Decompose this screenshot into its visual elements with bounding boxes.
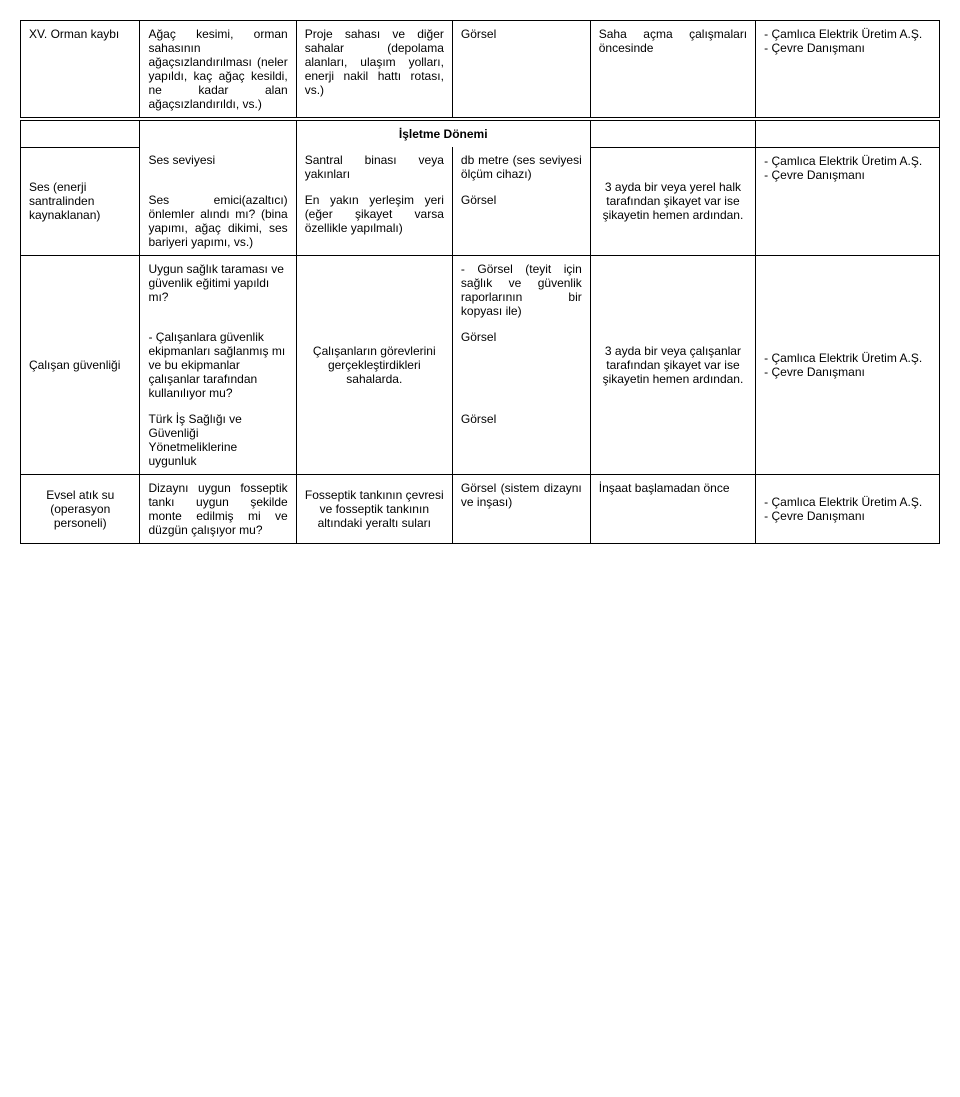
section-title: İşletme Dönemi [296,119,590,147]
cell-empty [140,119,296,147]
cell-freq: 3 ayda bir veya yerel halk tarafından şi… [590,147,755,256]
cell-freq: 3 ayda bir veya çalışanlar tarafından şi… [590,256,755,475]
table-row: Ses (enerji santralinden kaynaklanan) Se… [21,147,940,187]
cell-param: Uygun sağlık taraması ve güvenlik eğitim… [140,256,296,325]
cell-empty [590,119,755,147]
cell-param: Türk İş Sağlığı ve Güvenliği Yönetmelikl… [140,406,296,475]
cell-topic: XV. Orman kaybı [21,21,140,120]
cell-param: Ses seviyesi [140,147,296,187]
cell-param: - Çalışanlara güvenlik ekipmanları sağla… [140,324,296,406]
table-row: XV. Orman kaybı Ağaç kesimi, orman sahas… [21,21,940,120]
table-row: Çalışan güvenliği Uygun sağlık taraması … [21,256,940,325]
cell-freq: İnşaat başlamadan önce [590,475,755,544]
cell-method: Görsel [452,21,590,120]
cell-location: En yakın yerleşim yeri (eğer şikayet var… [296,187,452,256]
cell-topic: Evsel atık su (operasyon personeli) [21,475,140,544]
cell-method: Görsel (sistem dizaynı ve inşası) [452,475,590,544]
cell-resp: - Çamlıca Elektrik Üretim A.Ş. - Çevre D… [756,21,940,120]
cell-empty [756,119,940,147]
table-row: Evsel atık su (operasyon personeli) Diza… [21,475,940,544]
cell-method: - Görsel (teyit için sağlık ve güvenlik … [452,256,590,325]
cell-topic: Çalışan güvenliği [21,256,140,475]
section-header-row: İşletme Dönemi [21,119,940,147]
cell-location [296,256,452,325]
cell-param: Ses emici(azaltıcı) önlemler alındı mı? … [140,187,296,256]
cell-param: Dizaynı uygun fosseptik tankı uygun şeki… [140,475,296,544]
cell-location: Santral binası veya yakınları [296,147,452,187]
cell-location [296,406,452,475]
cell-location: Fosseptik tankının çevresi ve fosseptik … [296,475,452,544]
cell-method: Görsel [452,406,590,475]
cell-freq: Saha açma çalışmaları öncesinde [590,21,755,120]
cell-empty [21,119,140,147]
cell-method: db metre (ses seviyesi ölçüm cihazı) [452,147,590,187]
cell-method: Görsel [452,187,590,256]
cell-resp: - Çamlıca Elektrik Üretim A.Ş. - Çevre D… [756,475,940,544]
monitoring-table: XV. Orman kaybı Ağaç kesimi, orman sahas… [20,20,940,544]
cell-resp: - Çamlıca Elektrik Üretim A.Ş. - Çevre D… [756,147,940,256]
cell-topic: Ses (enerji santralinden kaynaklanan) [21,147,140,256]
cell-param: Ağaç kesimi, orman sahasının ağaçsızland… [140,21,296,120]
cell-method: Görsel [452,324,590,406]
cell-location: Çalışanların görevlerini gerçekleştirdik… [296,324,452,406]
cell-location: Proje sahası ve diğer sahalar (depolama … [296,21,452,120]
cell-resp: - Çamlıca Elektrik Üretim A.Ş. - Çevre D… [756,256,940,475]
